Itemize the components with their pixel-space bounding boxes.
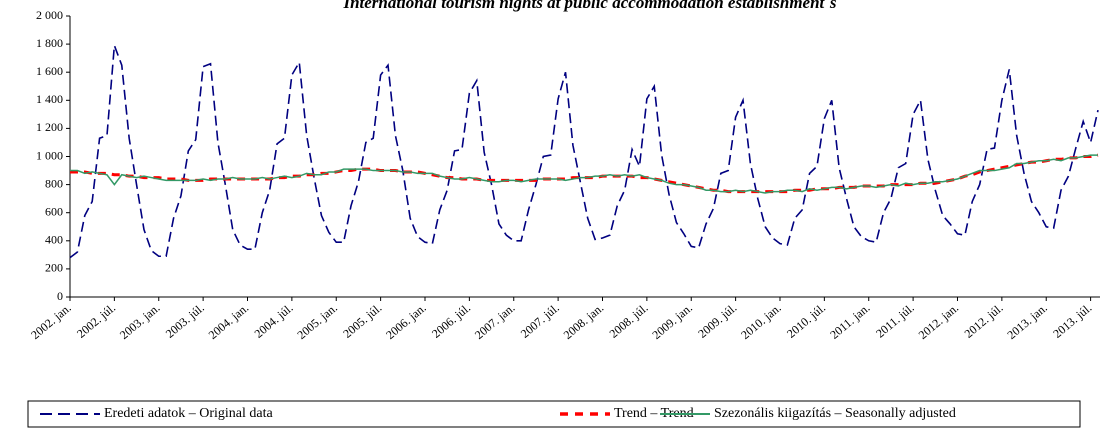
x-tick-label: 2002. jan.	[28, 301, 74, 342]
legend-label: Trend – Trend	[614, 406, 694, 421]
x-tick-label: 2013. jan.	[1004, 301, 1050, 342]
x-tick-label: 2010. júl.	[784, 301, 828, 341]
y-tick-label: 1 200	[36, 120, 63, 134]
legend-label: Szezonális kiigazítás – Seasonally adjus…	[714, 406, 956, 421]
x-tick-label: 2012. jan.	[916, 301, 962, 342]
x-tick-label: 2005. júl.	[340, 301, 384, 341]
x-tick-label: 2007. jan.	[472, 301, 518, 342]
series-line	[70, 154, 1098, 194]
series-line	[69, 45, 1099, 259]
y-tick-label: 800	[45, 176, 63, 190]
y-tick-label: 600	[45, 204, 63, 218]
x-tick-label: 2011. júl.	[873, 301, 917, 341]
y-tick-label: 1 600	[36, 64, 63, 78]
x-tick-label: 2010. jan.	[738, 301, 784, 342]
x-tick-label: 2002. júl.	[74, 301, 118, 341]
y-tick-label: 200	[45, 261, 63, 275]
x-tick-label: 2004. júl.	[252, 301, 296, 341]
legend-label: Eredeti adatok – Original data	[104, 406, 273, 421]
y-tick-label: 2 000	[36, 8, 63, 22]
x-tick-label: 2004. jan.	[206, 301, 252, 342]
x-tick-label: 2003. júl.	[163, 301, 207, 341]
x-tick-label: 2008. júl.	[607, 301, 651, 341]
x-tick-label: 2008. jan.	[561, 301, 607, 342]
x-tick-label: 2011. jan.	[827, 301, 872, 342]
legend-box	[27, 400, 1081, 428]
x-tick-label: 2007. júl.	[518, 301, 562, 341]
x-tick-label: 2003. jan.	[117, 301, 163, 342]
y-tick-label: 1 800	[36, 36, 63, 50]
x-tick-label: 2005. jan.	[294, 301, 340, 342]
x-tick-label: 2006. júl.	[429, 301, 473, 341]
y-tick-label: 1 000	[36, 148, 63, 162]
x-tick-label: 2009. júl.	[695, 301, 739, 341]
chart-title: International tourism nights at public a…	[342, 0, 836, 12]
x-tick-label: 2009. jan.	[649, 301, 695, 342]
x-tick-label: 2013. júl.	[1050, 301, 1094, 341]
series-line	[70, 153, 1099, 194]
y-tick-label: 0	[57, 289, 63, 303]
x-tick-label: 2012. júl.	[962, 301, 1006, 341]
y-tick-label: 400	[45, 233, 63, 247]
y-tick-label: 1 400	[36, 92, 63, 106]
x-tick-label: 2006. jan.	[383, 301, 429, 342]
